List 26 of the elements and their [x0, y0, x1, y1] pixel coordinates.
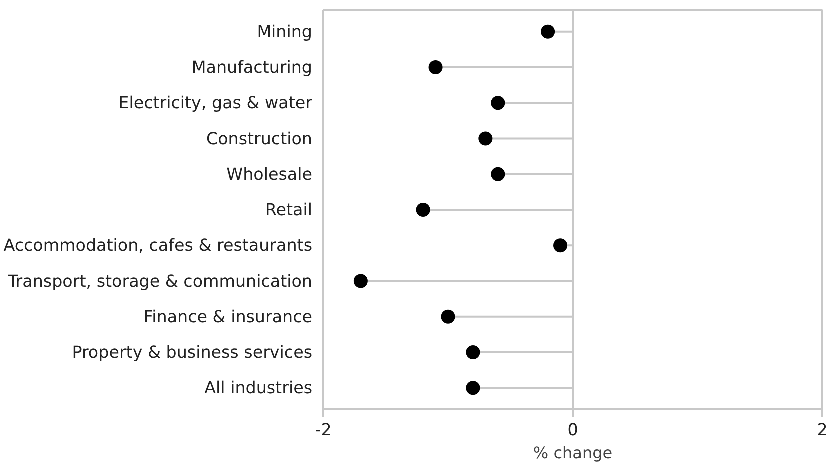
y-tick-label: Wholesale	[226, 164, 313, 184]
y-tick-label: Manufacturing	[192, 58, 313, 77]
point	[466, 346, 480, 360]
point	[354, 274, 368, 288]
point	[491, 167, 506, 182]
x-tick-label: 2	[817, 420, 828, 440]
y-tick-label: Transport, storage & communication	[7, 272, 313, 291]
y-tick-label: Retail	[265, 200, 313, 220]
point	[416, 203, 430, 217]
point	[478, 132, 493, 146]
point	[441, 310, 456, 324]
point	[491, 96, 506, 110]
y-tick-label: Construction	[206, 129, 313, 148]
y-tick-label: Property & business services	[72, 343, 313, 362]
x-axis-title: % change	[533, 444, 613, 462]
y-tick-label: Electricity, gas & water	[118, 94, 313, 113]
point	[541, 24, 556, 39]
point	[428, 60, 443, 74]
y-tick-label: Finance & insurance	[144, 307, 312, 326]
point	[466, 381, 480, 396]
x-tick-label: -2	[315, 420, 332, 440]
y-tick-label: All industries	[204, 378, 313, 398]
point	[554, 238, 568, 253]
x-tick-label: 0	[568, 420, 578, 440]
y-tick-label: Accommodation, cafes & restaurants	[4, 236, 313, 256]
y-tick-label: Mining	[257, 22, 312, 42]
